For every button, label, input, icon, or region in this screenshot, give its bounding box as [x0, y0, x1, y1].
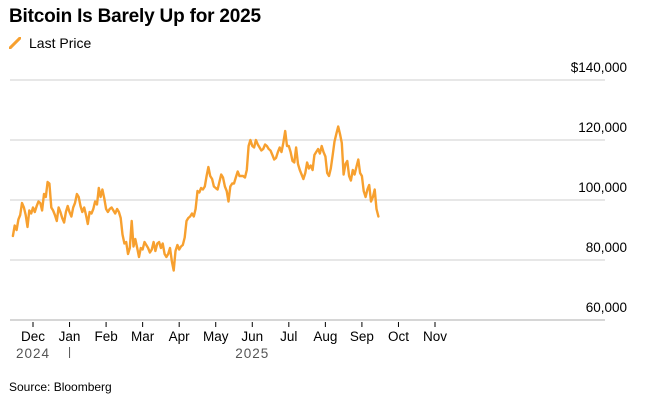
x-tick-label: Sep	[350, 329, 374, 344]
series-line-last-price	[11, 125, 380, 272]
x-tick-label: Dec	[21, 329, 45, 344]
chart-title: Bitcoin Is Barely Up for 2025	[9, 6, 261, 27]
legend-label: Last Price	[29, 35, 92, 51]
year-label: 2025	[235, 346, 269, 361]
x-tick-label: Jan	[59, 329, 81, 344]
y-tick-label: $140,000	[571, 60, 627, 75]
x-tick-label: Jul	[280, 329, 297, 344]
x-tick-label: Aug	[313, 329, 337, 344]
x-tick-label: Apr	[169, 329, 191, 344]
year-label: 2024	[16, 346, 50, 361]
y-tick-label: 60,000	[586, 300, 627, 315]
x-tick-label: Jun	[241, 329, 263, 344]
x-tick-label: Mar	[131, 329, 155, 344]
y-tick-label: 120,000	[578, 120, 627, 135]
x-tick-label: Nov	[423, 329, 447, 344]
source-note: Source: Bloomberg	[9, 380, 112, 394]
y-tick-label: 80,000	[586, 240, 627, 255]
legend-line-icon	[9, 37, 21, 49]
y-tick-label: 100,000	[578, 180, 627, 195]
x-tick-label: Oct	[388, 329, 409, 344]
legend: Last Price	[9, 35, 91, 51]
x-tick-label: May	[203, 329, 229, 344]
x-tick-label: Feb	[94, 329, 117, 344]
